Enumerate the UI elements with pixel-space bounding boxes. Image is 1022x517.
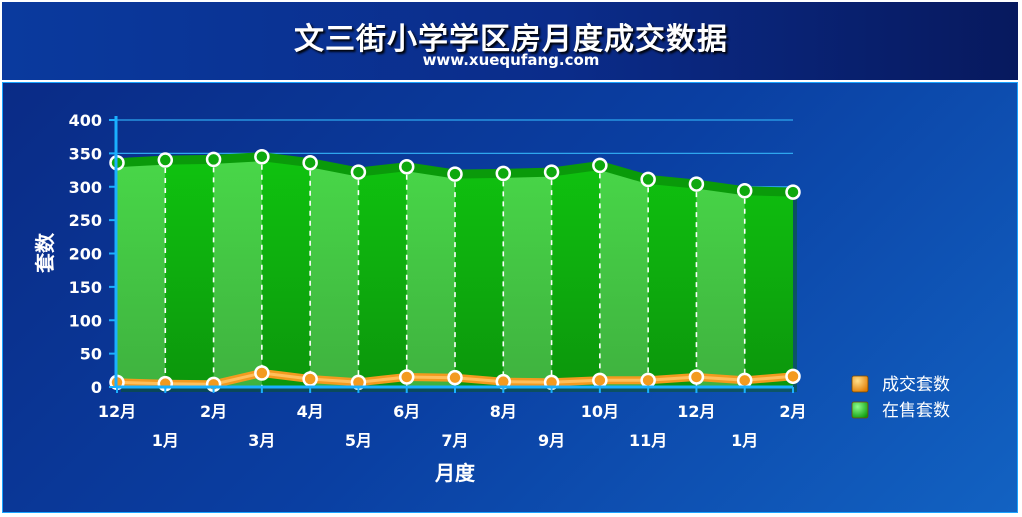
- point-sale: [736, 183, 753, 199]
- y-axis-title: 套数: [33, 232, 57, 273]
- y-tick-label: 400: [69, 111, 102, 130]
- legend-label: 成交套数: [882, 375, 950, 395]
- area-band: [406, 156, 456, 387]
- point-sale: [157, 152, 174, 168]
- legend-label: 在售套数: [882, 401, 950, 421]
- legend-swatch: [851, 401, 869, 419]
- x-tick-label: 11月: [629, 431, 667, 450]
- area-band: [744, 156, 793, 387]
- y-tick-label: 200: [69, 245, 102, 264]
- x-tick-label: 1月: [731, 431, 758, 450]
- area-bands: [117, 156, 793, 387]
- point-sale: [350, 164, 367, 180]
- area-band: [455, 156, 504, 387]
- x-tick-label: 6月: [393, 402, 420, 421]
- area-band: [310, 156, 359, 387]
- point-sale: [398, 158, 415, 175]
- point-deal: [640, 372, 656, 389]
- area-band: [696, 156, 746, 387]
- point-sale: [543, 164, 560, 180]
- x-tick-label: 10月: [581, 402, 619, 421]
- point-deal: [785, 368, 801, 385]
- area-band: [503, 156, 553, 387]
- x-tick-label: 2月: [200, 402, 227, 421]
- point-deal: [302, 371, 318, 387]
- x-tick-label: 9月: [538, 431, 565, 450]
- point-deal: [736, 372, 753, 389]
- y-tick-label: 0: [91, 378, 102, 397]
- x-tick-label: 8月: [490, 402, 517, 421]
- legend-swatch: [851, 375, 869, 393]
- area-band: [599, 156, 649, 387]
- area-band: [648, 156, 697, 387]
- point-sale: [447, 166, 463, 182]
- point-deal: [254, 365, 270, 381]
- y-tick-label: 350: [69, 144, 102, 163]
- y-tick-label: 50: [80, 345, 102, 364]
- point-sale: [254, 148, 270, 165]
- x-axis-title: 月度: [434, 461, 476, 485]
- y-tick-label: 300: [69, 178, 102, 197]
- point-sale: [205, 151, 222, 168]
- area-band: [358, 156, 408, 387]
- axes: [109, 116, 794, 393]
- point-sale: [640, 171, 656, 188]
- point-sale: [688, 176, 705, 192]
- x-tick-label: 12月: [677, 402, 715, 421]
- point-sale: [785, 184, 801, 200]
- x-tick-label: 5月: [345, 431, 372, 450]
- category-dividers: [164, 164, 746, 387]
- point-deal: [447, 369, 463, 386]
- x-tick-label: 1月: [152, 431, 179, 450]
- point-sale: [592, 157, 608, 174]
- y-tick-label: 150: [69, 278, 102, 297]
- y-tick-label: 100: [69, 311, 102, 330]
- point-deal: [688, 369, 705, 385]
- x-tick-label: 4月: [297, 402, 324, 421]
- area-band: [117, 156, 166, 387]
- x-tick-label: 7月: [441, 431, 468, 450]
- point-sale: [495, 165, 512, 182]
- area-band: [213, 156, 263, 387]
- x-tick-label: 2月: [779, 402, 806, 421]
- chart-header: [2, 2, 1018, 80]
- tick-labels: 0 50 100 150 200 250 300 350 400 12月 1月 2月 3月 4月 5月 6月 7…: [69, 111, 807, 450]
- area-band: [165, 156, 215, 387]
- x-tick-label: 12月: [98, 402, 136, 421]
- point-deal: [592, 372, 608, 389]
- point-sale: [302, 154, 318, 171]
- area-band: [551, 156, 601, 387]
- area-band: [261, 156, 311, 387]
- x-tick-label: 3月: [248, 431, 275, 450]
- chart-subtitle: www.xuequfang.com: [422, 51, 600, 69]
- point-deal: [398, 369, 415, 385]
- chart-title: 文三街小学学区房月度成交数据: [294, 22, 728, 57]
- y-tick-label: 250: [69, 211, 102, 230]
